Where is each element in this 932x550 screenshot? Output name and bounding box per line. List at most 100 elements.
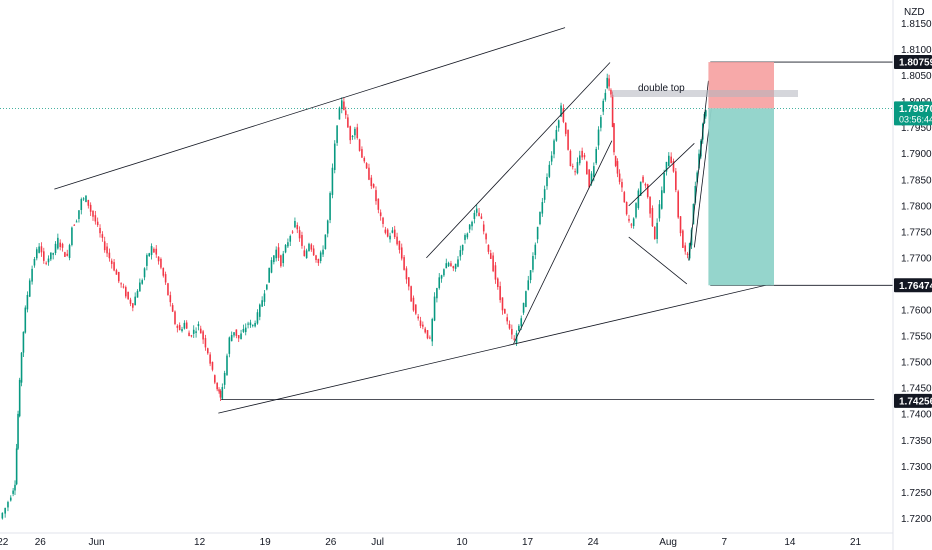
candle-body: [560, 105, 562, 117]
candle-body: [536, 226, 539, 240]
candle-body: [230, 335, 233, 342]
candle-body: [4, 507, 6, 514]
candle-body: [244, 327, 247, 333]
x-tick-label: 7: [722, 537, 728, 548]
candle-body: [464, 235, 466, 240]
candle-body: [254, 322, 256, 327]
candle-body: [171, 305, 174, 312]
candle-body: [235, 329, 238, 336]
candle-body: [679, 216, 682, 234]
candle-body: [384, 229, 387, 233]
candle-body: [331, 167, 334, 195]
candle-body: [628, 218, 630, 221]
candle-body: [141, 280, 143, 284]
candle-body: [525, 291, 527, 307]
candle-body: [447, 262, 450, 267]
candle-body: [38, 246, 40, 253]
candle-body: [15, 448, 18, 485]
candle-body: [310, 244, 313, 250]
candle-body: [508, 323, 511, 329]
candle-body: [668, 155, 670, 167]
y-tick-label: 1.72500: [901, 488, 932, 499]
candle-body: [188, 332, 190, 337]
candle-body: [646, 184, 649, 197]
x-tick-label: 26: [325, 537, 337, 548]
current-price-badge: [894, 101, 932, 126]
currency-label: NZD: [904, 7, 925, 18]
x-tick-label: Jul: [371, 537, 384, 548]
candle-body: [59, 242, 62, 248]
candle-body: [656, 222, 658, 239]
candle-body: [249, 322, 252, 326]
candle-body: [85, 195, 87, 202]
price-badge: [894, 393, 932, 408]
x-tick-label: 19: [260, 537, 272, 548]
candle-body: [66, 253, 69, 256]
candle-body: [247, 323, 249, 325]
candle-body: [684, 245, 687, 252]
candle-body: [82, 198, 85, 200]
candle-body: [61, 243, 64, 248]
candle-body: [610, 89, 612, 95]
candle-body: [270, 260, 273, 273]
time-axis[interactable]: 22 26 Jun 12 19 26 Jul 10 17 24 Aug 7 14 21: [0, 532, 893, 548]
candle-body: [611, 94, 614, 128]
candle-body: [338, 107, 341, 120]
candle-body: [429, 337, 431, 339]
candle-body: [705, 110, 707, 117]
candle-body: [18, 379, 21, 417]
candle-body: [146, 255, 148, 266]
candle-body: [398, 240, 401, 250]
candle-body: [155, 248, 158, 255]
falling-wedge-upper-line: [628, 142, 695, 207]
candle-body: [275, 249, 277, 259]
candle-body: [548, 164, 551, 177]
candle-body: [698, 153, 700, 169]
candle-body: [436, 288, 438, 299]
candle-body: [75, 221, 78, 223]
candle-body: [583, 155, 586, 158]
candle-body: [604, 92, 607, 100]
candle-body: [280, 255, 282, 267]
candle-body: [412, 297, 415, 311]
candle-body: [361, 149, 363, 158]
candle-body: [382, 217, 384, 224]
candle-body: [358, 139, 361, 151]
candle-body: [438, 277, 441, 289]
candle-body: [237, 335, 240, 339]
candle-body: [370, 177, 373, 187]
candle-body: [396, 236, 398, 245]
candle-body: [324, 234, 327, 250]
candle-body: [113, 262, 115, 271]
candle-body: [368, 167, 370, 180]
candle-body: [431, 319, 434, 342]
candle-body: [675, 171, 677, 191]
candle-body: [122, 286, 125, 288]
candle-body: [35, 249, 38, 259]
price-axis[interactable]: 1.72000 1.72500 1.73000 1.73500 1.74000 1.745…: [892, 0, 932, 550]
countdown-text: 03:56:44: [899, 114, 932, 124]
candle-body: [597, 129, 600, 146]
candle-body: [258, 304, 261, 317]
candle-body: [206, 348, 209, 354]
candle-body: [289, 236, 292, 242]
x-tick-label: 24: [588, 537, 600, 548]
candle-body: [649, 196, 651, 214]
candle-body: [419, 320, 422, 326]
candle-body: [635, 203, 637, 218]
y-tick-label: 1.78500: [901, 175, 932, 186]
candle-body: [64, 252, 66, 257]
candle-body: [340, 100, 343, 109]
double-top-label: double top: [638, 83, 685, 94]
candle-body: [600, 117, 602, 128]
y-tick-label: 1.73000: [901, 462, 932, 473]
candle-body: [670, 156, 672, 164]
current-price-text: 1.79870: [899, 104, 932, 115]
candle-body: [578, 155, 581, 164]
candle-body: [157, 256, 160, 262]
short-position-tool[interactable]: [708, 62, 774, 286]
candle-body: [473, 212, 476, 219]
candle-body: [593, 166, 595, 177]
price-badge-text: 1.80759: [899, 58, 932, 69]
